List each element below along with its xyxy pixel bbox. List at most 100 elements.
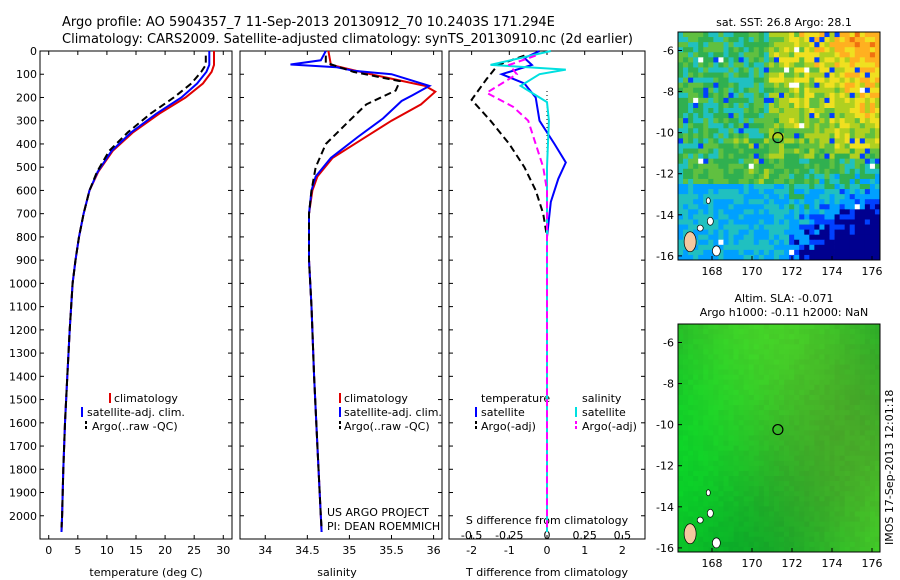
- sst-cell: [698, 123, 704, 129]
- sst-cell: [733, 138, 739, 144]
- sst-cell: [859, 168, 866, 175]
- sla-cell: [834, 359, 840, 365]
- sst-cell: [773, 128, 780, 134]
- sst-cell: [859, 47, 866, 53]
- sla-cell: [799, 541, 805, 548]
- sst-cell: [703, 133, 709, 139]
- sst-cell: [768, 254, 775, 261]
- temp-xtick-label: 30: [216, 544, 230, 557]
- sst-cell: [864, 42, 871, 48]
- sst-cell: [708, 118, 714, 124]
- sla-cell: [773, 546, 780, 553]
- sla-cell: [728, 450, 734, 457]
- sla-cell: [784, 349, 790, 355]
- sst-cell: [748, 153, 755, 160]
- sst-cell: [804, 42, 810, 48]
- sla-cell: [784, 410, 790, 416]
- sla-cell: [718, 359, 724, 365]
- sst-cell: [773, 184, 780, 190]
- sst-cell: [723, 214, 729, 220]
- sst-cell: [753, 168, 760, 175]
- sst-cell: [784, 52, 790, 58]
- sla-cell: [844, 450, 851, 457]
- sla-cell: [864, 546, 871, 553]
- sla-cell: [773, 536, 780, 543]
- sla-cell: [784, 415, 790, 421]
- sla-cell: [698, 536, 704, 543]
- sla-cell: [784, 465, 790, 472]
- sla-cell: [768, 470, 775, 477]
- sst-cell: [728, 67, 734, 73]
- sst-cell: [869, 82, 876, 89]
- sla-cell: [758, 440, 765, 446]
- sst-cell: [804, 214, 810, 220]
- sla-cell: [743, 410, 750, 416]
- sla-cell: [713, 410, 719, 416]
- sst-cell: [763, 47, 770, 53]
- sla-cell: [814, 511, 820, 517]
- sla-cell: [834, 324, 840, 330]
- sst-cell: [773, 77, 780, 84]
- sst-cell: [733, 67, 739, 73]
- sla-cell: [693, 359, 699, 365]
- sla-cell: [829, 465, 835, 472]
- sst-cell: [683, 209, 689, 215]
- sla-cell: [779, 374, 785, 381]
- sla-cell: [678, 526, 684, 533]
- sst-cell: [698, 87, 704, 94]
- sla-cell: [869, 445, 876, 452]
- sla-cell: [718, 364, 724, 370]
- sst-cell: [804, 153, 810, 160]
- sst-cell: [834, 234, 840, 241]
- sla-cell: [698, 511, 704, 517]
- sst-cell: [864, 229, 871, 236]
- sla-cell: [844, 379, 851, 386]
- sla-cell: [804, 324, 810, 330]
- sla-cell: [748, 394, 755, 401]
- sla-cell: [804, 359, 810, 365]
- sla-cell: [844, 491, 851, 497]
- sla-cell: [854, 486, 861, 492]
- sst-cell: [854, 184, 861, 190]
- sla-cell: [768, 460, 775, 467]
- sla-cell: [824, 511, 830, 517]
- sst-cell: [864, 47, 871, 53]
- sla-cell: [874, 384, 881, 391]
- sst-cell: [854, 32, 861, 38]
- temp-ytick-label: 1600: [9, 417, 37, 430]
- sst-cell: [809, 168, 815, 175]
- sla-cell: [683, 440, 689, 446]
- sla-cell: [819, 486, 825, 492]
- sla-cell: [698, 440, 704, 446]
- sst-cell: [718, 108, 724, 114]
- sla-cell: [874, 536, 881, 543]
- temp-series-argo-line: [60, 55, 207, 528]
- sst-cell: [738, 224, 745, 230]
- sst-cell: [768, 123, 775, 129]
- sla-cell: [698, 379, 704, 386]
- sst-cell: [779, 234, 785, 241]
- sst-cell: [829, 128, 835, 134]
- sla-cell: [869, 491, 876, 497]
- sla-cell: [683, 435, 689, 441]
- sla-cell: [864, 405, 871, 411]
- sst-cell: [763, 72, 770, 78]
- sst-cell: [794, 92, 800, 99]
- sla-cell: [773, 349, 780, 355]
- sst-cell: [794, 123, 800, 129]
- sst-cell: [718, 57, 724, 63]
- title-line-2: Climatology: CARS2009. Satellite-adjuste…: [62, 32, 633, 47]
- sst-cell: [738, 189, 745, 195]
- sst-cell: [678, 47, 684, 53]
- sla-cell: [703, 470, 709, 477]
- sst-cell: [683, 133, 689, 139]
- sst-cell: [784, 67, 790, 73]
- sst-cell: [753, 224, 760, 230]
- sla-cell: [758, 415, 765, 421]
- sla-cell: [758, 506, 765, 512]
- sla-cell: [869, 379, 876, 386]
- sst-cell: [819, 42, 825, 48]
- temp-ytick-label: 400: [16, 138, 37, 151]
- sst-cell: [834, 168, 840, 175]
- diff-xtick-label: -1: [504, 544, 515, 557]
